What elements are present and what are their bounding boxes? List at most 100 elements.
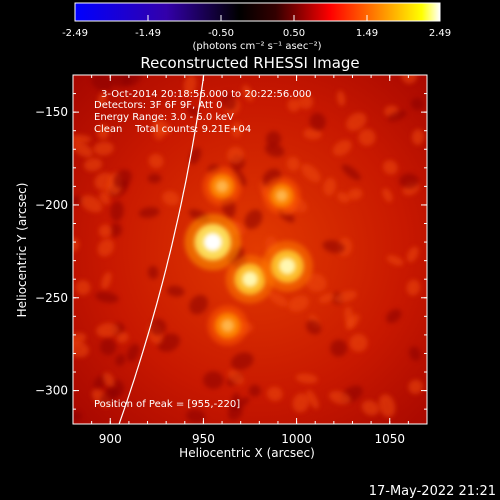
sidelobe-ripple [91,75,113,92]
sidelobe-ripple [406,246,419,263]
sidelobe-ripple [147,265,159,280]
y-tick-label: −150 [35,105,68,119]
sidelobe-ripple [286,156,300,171]
sidelobe-ripple [332,139,352,156]
sidelobe-ripple [382,160,398,175]
sidelobe-ripple [298,94,314,110]
sidelobe-ripple [336,90,346,106]
sidelobe-ripple [330,339,348,357]
source-blobs [184,167,313,346]
sidelobe-ripple [248,384,261,397]
sidelobe-ripple [399,173,420,189]
colorbar [74,2,441,22]
sidelobe-ripple [386,309,402,324]
sidelobe-ripple [203,371,224,390]
chart-title: Reconstructed RHESSI Image [140,54,359,72]
sidelobe-ripple [268,291,288,307]
source-core [221,319,235,333]
sidelobe-ripple [73,332,87,345]
colorbar-units: (photons cm⁻² s⁻¹ asec⁻²) [192,41,321,52]
sidelobe-ripple [147,173,162,184]
sidelobe-ripple [189,147,201,165]
colorbar-tick-label: 2.49 [429,28,451,39]
sidelobe-ripple [309,112,326,131]
sidelobe-ripple [406,279,421,296]
sidelobe-ripple [109,222,122,238]
annotation-energy: Energy Range: 3.0 - 6.0 keV [94,112,234,123]
colorbar-tick-label: 1.49 [356,28,378,39]
sidelobe-ripple [265,131,281,147]
sidelobe-ripple [189,294,209,315]
sidelobe-ripple [231,121,242,138]
y-tick-label: −200 [35,198,68,212]
sidelobe-ripple [73,141,93,158]
sidelobe-ripple [287,98,301,112]
sidelobe-ripple [113,169,132,188]
sidelobe-ripple [97,91,107,107]
source-core [275,189,288,202]
sidelobe-ripple [148,153,164,169]
annotation-detectors: Detectors: 3F 6F 9F, Att 0 [94,100,222,111]
sidelobe-ripple [344,306,354,328]
sidelobe-ripple [230,352,254,370]
sidelobe-ripple [301,163,321,183]
x-axis-label: Heliocentric X (arcsec) [179,446,315,460]
sidelobe-ripple [138,206,160,218]
footer-date: 17-May-2022 21:21 [369,484,496,499]
sidelobe-ripple [99,338,117,356]
sidelobe-ripple [361,400,380,416]
sidelobe-ripple [228,369,244,385]
sidelobe-ripple [358,128,376,146]
sidelobe-ripple [305,273,327,292]
sidelobe-ripple [349,333,368,352]
colorbar-tick-label: -0.50 [208,28,234,39]
sidelobe-ripple [96,323,120,338]
sidelobe-ripple [401,75,418,84]
sidelobe-ripple [386,255,404,266]
colorbar-tick-label: 0.50 [283,28,305,39]
sidelobe-ripple [328,390,351,405]
annotation-time: 3-Oct-2014 20:18:56.000 to 20:22:56.000 [101,89,312,100]
colorbar-ticks: -2.49 -1.49 -0.50 0.50 1.49 2.49 [62,15,451,39]
sidelobe-ripple [110,200,124,222]
sidelobe-ripple [166,285,185,297]
sidelobe-ripple [157,333,181,352]
sidelobe-ripple [387,110,407,122]
sidelobe-pattern [73,75,425,423]
sidelobe-ripple [162,190,180,206]
sidelobe-ripple [99,388,119,405]
sidelobe-ripple [152,119,171,135]
x-tick-label: 950 [192,432,215,446]
y-tick-label: −250 [35,291,68,305]
sidelobe-ripple [126,343,140,362]
x-axis: 900 950 1000 1050 [72,75,428,446]
sidelobe-ripple [306,389,319,409]
sidelobe-ripple [319,293,335,304]
sidelobe-ripple [382,188,393,203]
y-axis-label: Heliocentric Y (arcsec) [15,183,29,318]
sidelobe-ripple [183,75,197,95]
sidelobe-ripple [347,188,363,200]
sidelobe-ripple [306,319,322,335]
x-tick-label: 1050 [374,432,405,446]
colorbar-tick-label: -2.49 [62,28,88,39]
sidelobe-ripple [337,192,350,203]
sidelobe-ripple [83,157,103,172]
sidelobe-ripple [80,195,103,213]
solar-limb [118,75,205,424]
x-tick-label: 1000 [281,432,312,446]
sidelobe-ripple [266,386,283,401]
sidelobe-ripple [322,240,345,254]
sidelobe-ripple [292,393,310,413]
source-core [203,232,222,252]
y-axis: −150 −200 −250 −300 [35,93,427,410]
sidelobe-ripple [229,397,250,411]
sidelobe-ripple [346,112,367,131]
sidelobe-ripple [231,392,240,406]
sidelobe-ripple [116,331,129,343]
source-core [279,257,296,275]
sidelobe-ripple [411,129,425,145]
sidelobe-ripple [186,409,206,423]
sidelobe-ripple [227,146,244,164]
x-tick-label: 900 [99,432,122,446]
